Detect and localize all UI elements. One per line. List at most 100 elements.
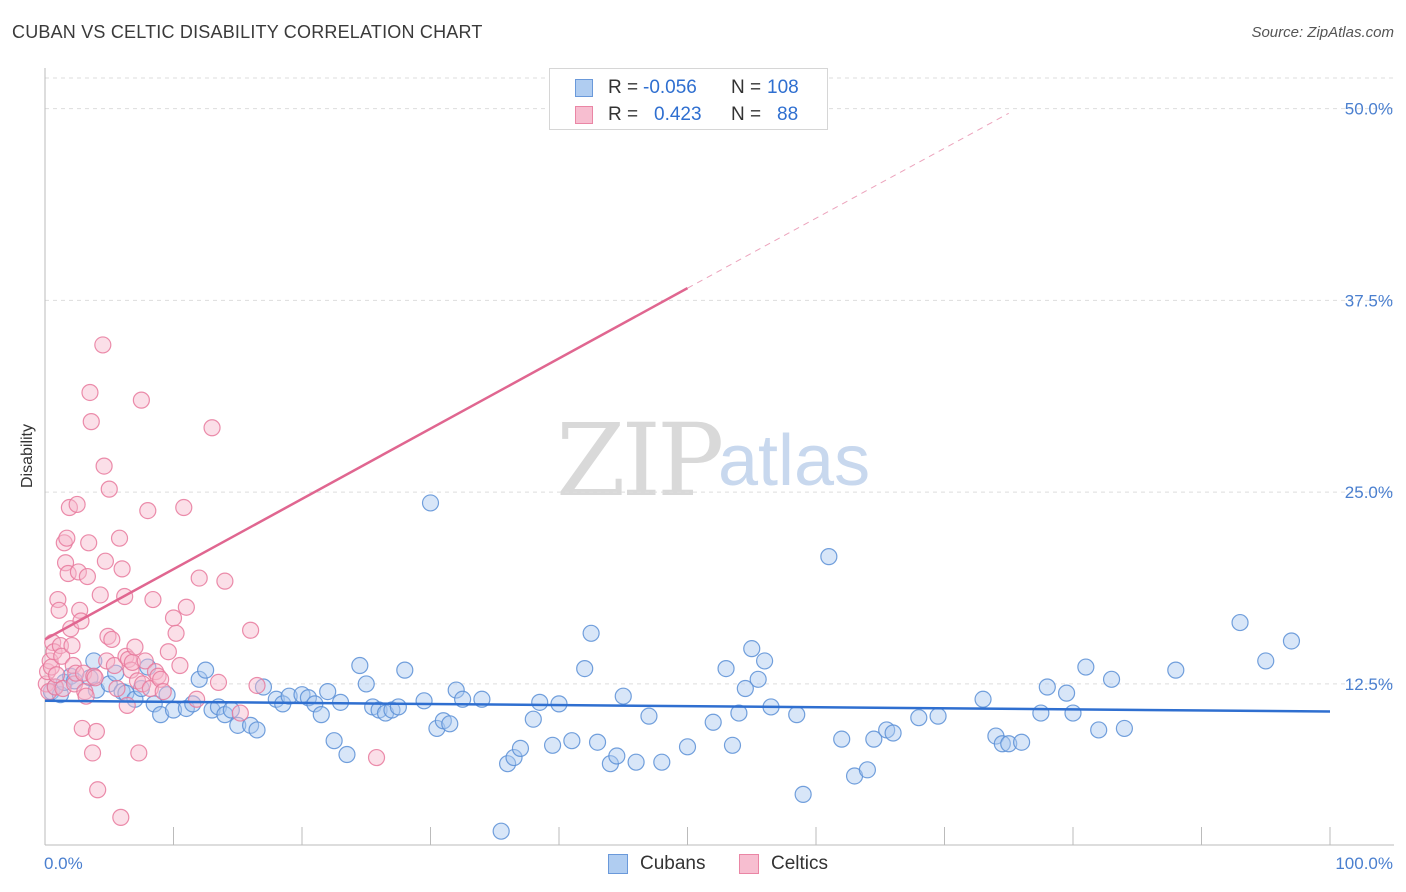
- cuban-point: [1077, 658, 1095, 676]
- legend-r-label: R =: [608, 104, 639, 125]
- celtic-point: [164, 609, 183, 627]
- legend-n-label: N =: [731, 104, 762, 125]
- celtic-point: [50, 601, 68, 619]
- cuban-point: [280, 687, 298, 705]
- celtic-point: [242, 621, 260, 639]
- celtic-point: [83, 744, 102, 762]
- cubans-legend-label: Cubans: [640, 853, 706, 874]
- trend-layer: [44, 112, 1331, 713]
- celtic-point: [110, 529, 129, 547]
- cuban-point: [1102, 670, 1121, 688]
- celtic-point: [91, 586, 109, 604]
- grid-layer: [45, 77, 1394, 685]
- cuban-point: [723, 736, 742, 754]
- cuban-point: [492, 822, 510, 840]
- celtic-point: [80, 534, 98, 552]
- legend-n-label: N =: [731, 77, 762, 98]
- celtics-legend-label: Celtics: [771, 853, 829, 874]
- cuban-point: [505, 748, 523, 767]
- legend-r-value: 0.423: [654, 104, 702, 125]
- x-tick-label-max: 100.0%: [1335, 854, 1393, 873]
- legend-n-value: 108: [767, 77, 799, 98]
- cuban-point: [338, 745, 356, 764]
- cuban-point: [833, 730, 851, 748]
- cuban-point: [974, 690, 992, 708]
- celtic-point: [190, 569, 208, 587]
- celtic-point: [69, 563, 88, 581]
- y-tick-label: 50.0%: [1345, 100, 1393, 119]
- cuban-point: [865, 730, 883, 748]
- celtics-trend-line: [44, 287, 689, 641]
- celtic-point: [126, 638, 144, 656]
- cuban-point: [312, 706, 330, 724]
- tick-label-layer: 12.5% 25.0% 37.5% 50.0% 0.0% 100.0%: [44, 100, 1393, 873]
- cuban-point: [794, 785, 812, 803]
- cuban-point: [588, 733, 607, 751]
- cuban-point: [1000, 735, 1018, 753]
- cuban-point: [563, 732, 581, 750]
- cuban-point: [1064, 704, 1082, 722]
- celtic-point: [94, 336, 112, 354]
- cuban-point: [531, 693, 549, 711]
- chart-title: CUBAN VS CELTIC DISABILITY CORRELATION C…: [12, 22, 483, 42]
- source-label: Source: ZipAtlas.com: [1251, 24, 1394, 41]
- celtic-point: [209, 673, 228, 691]
- celtic-point: [203, 419, 221, 437]
- cuban-point: [820, 548, 838, 566]
- celtic-point: [139, 501, 157, 520]
- celtic-point: [55, 534, 73, 552]
- legend-r-value: -0.056: [643, 77, 697, 98]
- celtic-point: [112, 808, 130, 826]
- celtic-point: [188, 690, 206, 708]
- celtic-point: [63, 636, 81, 655]
- cuban-point: [704, 713, 722, 731]
- celtic-point: [96, 552, 114, 570]
- celtic-point: [113, 560, 131, 578]
- celtic-point: [108, 679, 126, 698]
- stats-legend: R = -0.056 N = 108 R = 0.423 N = 88: [549, 68, 828, 130]
- cuban-point: [614, 687, 632, 705]
- celtic-point: [130, 744, 148, 762]
- legend-row-celtics: R = 0.423 N = 88: [550, 102, 827, 128]
- celtic-point: [47, 666, 66, 684]
- cuban-point: [396, 661, 414, 679]
- cuban-point: [357, 675, 375, 693]
- celtic-point: [216, 572, 234, 590]
- cuban-point: [190, 670, 208, 688]
- cubans-swatch: [575, 79, 593, 97]
- cuban-point: [85, 652, 103, 670]
- points-layer: [37, 336, 1301, 840]
- celtic-point: [105, 656, 123, 675]
- cuban-point: [678, 738, 697, 756]
- celtic-point: [177, 598, 195, 616]
- celtics-trend-extension: [687, 112, 1009, 289]
- celtic-point: [175, 498, 193, 517]
- cuban-point: [1231, 613, 1249, 632]
- cuban-point: [421, 494, 440, 512]
- celtic-point: [81, 383, 99, 402]
- celtic-point: [231, 704, 249, 722]
- cuban-point: [755, 652, 774, 670]
- y-tick-label: 25.0%: [1345, 483, 1393, 502]
- cuban-point: [929, 707, 947, 725]
- y-tick-label: 37.5%: [1345, 291, 1393, 310]
- cuban-point: [543, 736, 562, 754]
- cuban-point: [197, 661, 215, 679]
- cuban-point: [389, 698, 407, 716]
- legend-n-value: 88: [777, 104, 799, 125]
- cuban-point: [152, 706, 170, 724]
- celtics-swatch: [575, 106, 593, 124]
- cuban-point: [325, 732, 343, 750]
- cuban-point: [1282, 632, 1301, 650]
- cuban-point: [1090, 721, 1108, 739]
- cuban-point: [1115, 719, 1134, 738]
- cuban-point: [351, 656, 369, 675]
- celtic-point: [144, 590, 162, 609]
- cuban-point: [884, 724, 902, 742]
- celtic-point: [95, 457, 113, 475]
- celtic-point: [171, 656, 189, 675]
- celtic-point: [86, 669, 104, 687]
- celtic-point: [128, 672, 147, 690]
- legend-row-cubans: R = -0.056 N = 108: [550, 75, 827, 101]
